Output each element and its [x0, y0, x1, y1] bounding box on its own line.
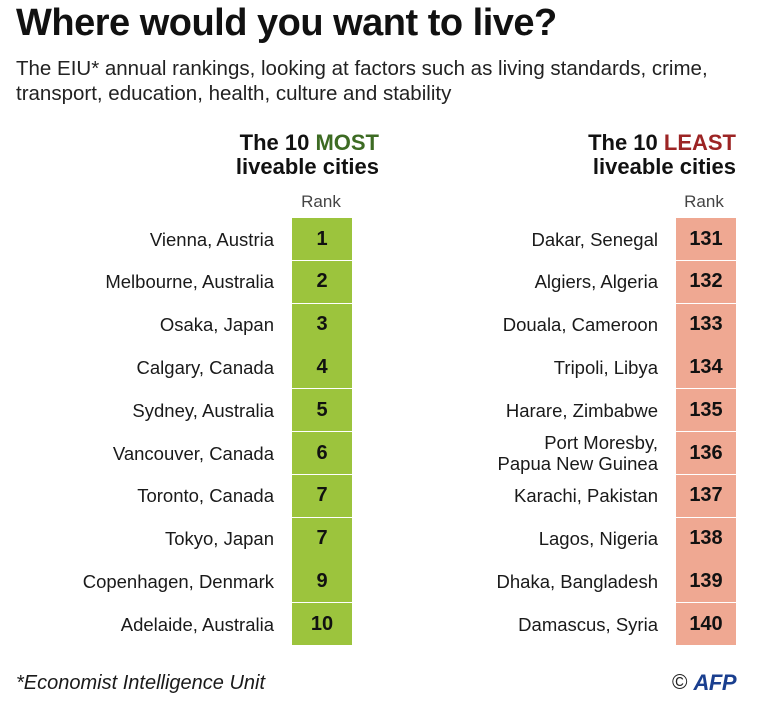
least-city-name-line: Harare, Zimbabwe	[505, 399, 658, 421]
least-city-name: Algiers, Algeria	[535, 261, 658, 303]
most-rank-badge: 3	[292, 303, 352, 346]
most-city-name-line: Melbourne, Australia	[105, 271, 274, 293]
most-table-row: Melbourne, Australia 2	[0, 260, 352, 303]
least-table-row: Damascus, Syria 140	[380, 603, 736, 646]
least-table-row: Karachi, Pakistan 137	[380, 474, 736, 517]
most-table-row: Vienna, Austria 1	[0, 218, 352, 260]
most-rank-column-label: Rank	[301, 192, 341, 211]
least-heading-suffix: liveable cities	[592, 154, 736, 179]
most-rank-badge: 7	[292, 474, 352, 517]
most-city-name: Melbourne, Australia	[105, 261, 274, 303]
most-table-row: Vancouver, Canada 6	[0, 432, 352, 474]
most-city-name: Vancouver, Canada	[113, 432, 274, 474]
page-title: Where would you want to live?	[16, 2, 557, 44]
least-city-name: Dakar, Senegal	[531, 218, 658, 260]
least-heading-accent: LEAST	[663, 130, 736, 155]
least-city-name-line: Dakar, Senegal	[531, 228, 658, 250]
least-city-name: Harare, Zimbabwe	[506, 389, 658, 431]
most-table-row: Calgary, Canada 4	[0, 346, 352, 389]
least-heading-prefix: The 10	[588, 130, 664, 155]
least-rank-badge: 140	[676, 603, 736, 646]
most-table-row: Sydney, Australia 5	[0, 389, 352, 432]
most-city-name: Calgary, Canada	[137, 346, 274, 388]
least-table-row: Dhaka, Bangladesh 139	[380, 560, 736, 603]
most-rank-badge: 7	[292, 517, 352, 560]
copyright-symbol: ©	[672, 671, 688, 694]
most-table-row: Adelaide, Australia 10	[0, 603, 352, 646]
least-city-name-line: Damascus, Syria	[518, 613, 658, 635]
most-city-name-line: Adelaide, Australia	[120, 613, 274, 635]
least-rank-badge: 135	[676, 389, 736, 432]
least-rank-badge: 132	[676, 260, 736, 303]
most-heading-suffix: liveable cities	[235, 154, 379, 179]
least-city-name-line: Tripoli, Libya	[553, 356, 658, 378]
least-city-name: Lagos, Nigeria	[539, 518, 658, 560]
least-city-name-line: Douala, Cameroon	[502, 314, 658, 336]
footnote: *Economist Intelligence Unit	[16, 672, 266, 694]
most-city-name-line: Osaka, Japan	[159, 314, 274, 336]
least-city-name: Dhaka, Bangladesh	[497, 560, 658, 602]
most-city-name-line: Toronto, Canada	[137, 485, 274, 507]
subtitle: The EIU* annual rankings, looking at fac…	[16, 57, 708, 105]
least-city-name: Tripoli, Libya	[554, 346, 658, 388]
least-city-name-line: Karachi, Pakistan	[514, 485, 658, 507]
most-city-name-line: Vienna, Austria	[149, 228, 274, 250]
most-rank-badge: 9	[292, 560, 352, 603]
most-rank-badge: 1	[292, 218, 352, 260]
most-liveable-heading: The 10 MOST liveable cities	[236, 131, 379, 179]
least-rank-column-label: Rank	[684, 192, 724, 211]
least-table-row: Harare, Zimbabwe 135	[380, 389, 736, 432]
least-rank-badge: 136	[676, 432, 736, 474]
most-table-row: Copenhagen, Denmark 9	[0, 560, 352, 603]
least-table-row: Dakar, Senegal 131	[380, 218, 736, 260]
least-table-row: Lagos, Nigeria 138	[380, 517, 736, 560]
least-city-name-line: Papua New Guinea	[497, 453, 658, 474]
least-liveable-heading: The 10 LEAST liveable cities	[588, 131, 736, 179]
least-rank-badge: 131	[676, 218, 736, 260]
most-city-name-line: Tokyo, Japan	[164, 528, 274, 550]
most-liveable-list: Vienna, Austria 1 Melbourne, Australia 2 Osa…	[0, 218, 352, 646]
most-city-name-line: Calgary, Canada	[136, 356, 274, 378]
least-rank-badge: 133	[676, 303, 736, 346]
most-rank-badge: 6	[292, 432, 352, 474]
least-table-row: Algiers, Algeria 132	[380, 260, 736, 303]
most-city-name: Vienna, Austria	[150, 218, 274, 260]
most-city-name: Copenhagen, Denmark	[83, 560, 274, 602]
most-city-name-line: Vancouver, Canada	[112, 442, 274, 464]
least-city-name: Port Moresby, Papua New Guinea	[498, 432, 658, 474]
least-liveable-list: Dakar, Senegal 131 Algiers, Algeria 132 Doua…	[380, 218, 736, 646]
least-rank-badge: 139	[676, 560, 736, 603]
most-heading-prefix: The 10	[239, 130, 316, 155]
most-city-name-line: Copenhagen, Denmark	[82, 570, 274, 592]
least-city-name-line: Algiers, Algeria	[534, 271, 658, 293]
most-rank-badge: 10	[292, 603, 352, 646]
least-table-row: Tripoli, Libya 134	[380, 346, 736, 389]
most-table-row: Tokyo, Japan 7	[0, 517, 352, 560]
least-rank-badge: 138	[676, 517, 736, 560]
least-city-name-line: Port Moresby,	[544, 432, 658, 453]
afp-credit: © AFP	[672, 670, 736, 696]
most-table-row: Osaka, Japan 3	[0, 303, 352, 346]
most-city-name: Adelaide, Australia	[121, 603, 274, 645]
most-rank-badge: 4	[292, 346, 352, 389]
least-city-name-line: Dhaka, Bangladesh	[496, 570, 658, 592]
most-rank-badge: 2	[292, 260, 352, 303]
most-city-name: Tokyo, Japan	[165, 518, 274, 560]
most-city-name-line: Sydney, Australia	[132, 399, 274, 421]
least-rank-badge: 134	[676, 346, 736, 389]
most-table-row: Toronto, Canada 7	[0, 474, 352, 517]
most-city-name: Toronto, Canada	[137, 475, 274, 517]
least-city-name: Damascus, Syria	[518, 603, 658, 645]
least-city-name: Karachi, Pakistan	[514, 475, 658, 517]
least-rank-badge: 137	[676, 474, 736, 517]
least-city-name-line: Lagos, Nigeria	[538, 528, 658, 550]
most-city-name: Sydney, Australia	[132, 389, 274, 431]
most-city-name: Osaka, Japan	[160, 304, 274, 346]
most-heading-accent: MOST	[315, 130, 379, 155]
afp-logo: AFP	[693, 670, 737, 695]
least-table-row: Douala, Cameroon 133	[380, 303, 736, 346]
most-rank-badge: 5	[292, 389, 352, 432]
least-table-row: Port Moresby, Papua New Guinea 136	[380, 432, 736, 474]
least-city-name: Douala, Cameroon	[503, 304, 658, 346]
